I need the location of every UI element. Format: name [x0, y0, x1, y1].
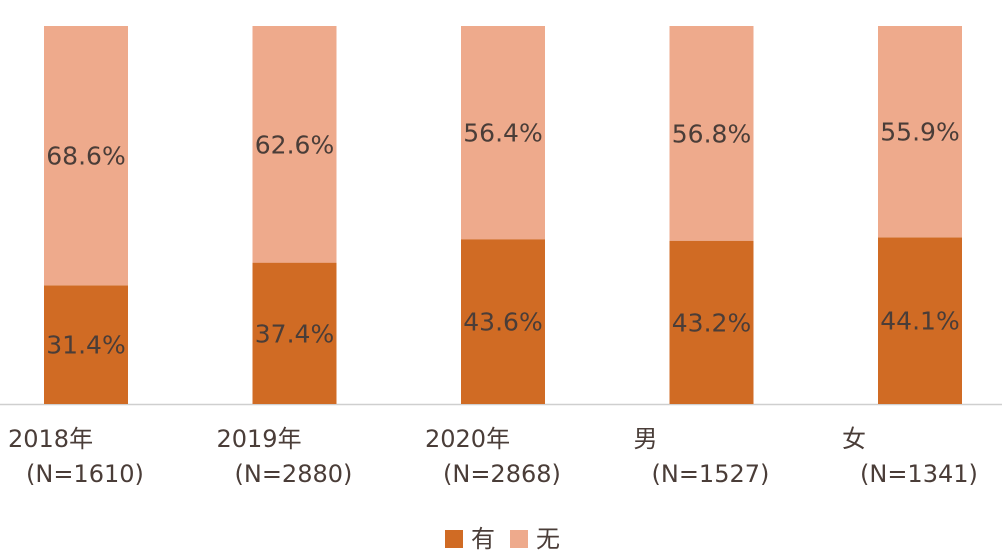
value-label: 68.6%: [46, 142, 125, 171]
legend-label: 无: [536, 525, 560, 553]
x-tick-label: 2018年: [8, 425, 93, 453]
x-tick-label: 2019年: [217, 425, 302, 453]
bar-segment: [461, 26, 545, 240]
legend-swatch: [445, 530, 463, 548]
x-tick-label: (N=2868): [443, 460, 561, 488]
bar-segment: [878, 237, 962, 404]
x-tick-label: (N=1341): [860, 460, 978, 488]
legend-swatch: [510, 530, 528, 548]
x-tick-label: (N=2880): [235, 460, 353, 488]
x-tick-label: 男: [634, 425, 658, 453]
value-label: 55.9%: [880, 118, 959, 147]
value-label: 31.4%: [46, 331, 125, 360]
x-tick-label: 2020年: [425, 425, 510, 453]
value-label: 37.4%: [255, 319, 334, 348]
bar-segment: [669, 26, 754, 241]
bar-segment: [44, 285, 128, 404]
x-tick-label: (N=1527): [652, 460, 770, 488]
x-tick-label: 女: [842, 425, 866, 453]
value-label: 56.8%: [672, 119, 751, 148]
bar-segment: [44, 26, 128, 286]
bar-segment: [252, 26, 337, 263]
bar-segment: [252, 262, 337, 404]
value-label: 43.6%: [463, 308, 542, 337]
value-label: 62.6%: [255, 130, 334, 159]
value-label: 44.1%: [880, 307, 959, 336]
x-tick-label: (N=1610): [26, 460, 144, 488]
bar-segment: [669, 240, 754, 404]
legend-label: 有: [471, 525, 495, 553]
value-label: 56.4%: [463, 119, 542, 148]
bar-segment: [461, 239, 545, 404]
bar-segment: [878, 26, 962, 238]
value-label: 43.2%: [672, 308, 751, 337]
